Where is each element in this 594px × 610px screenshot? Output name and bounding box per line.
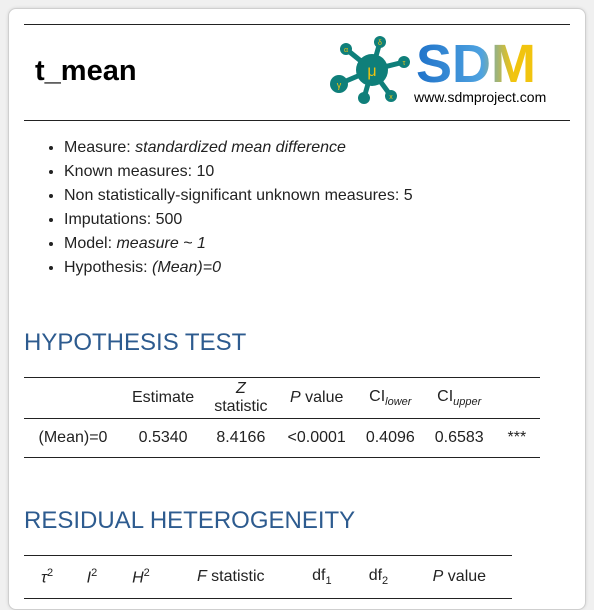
table-row: (Mean)=0 0.5340 8.4166 <0.0001 0.4096 0.… bbox=[24, 419, 540, 458]
top-rule bbox=[24, 24, 570, 25]
col-df2: df2 bbox=[350, 556, 407, 599]
list-item: Model: measure ~ 1 bbox=[64, 232, 413, 256]
hypothesis-test-heading: HYPOTHESIS TEST bbox=[24, 329, 246, 357]
hypothesis-value: (Mean)=0 bbox=[152, 259, 221, 276]
residual-heterogeneity-table: τ2 I2 H2 F statistic df1 df2 P value bbox=[24, 555, 512, 599]
col-h2: H2 bbox=[114, 556, 168, 599]
cell-p: <0.0001 bbox=[278, 419, 356, 458]
col-df1: df1 bbox=[294, 556, 351, 599]
logo-node-label: μ bbox=[367, 63, 376, 80]
cell-ci-upper: 0.6583 bbox=[425, 419, 494, 458]
col-tau2: τ2 bbox=[24, 556, 70, 599]
unknown-value: 5 bbox=[404, 187, 413, 204]
row-label: (Mean)=0 bbox=[24, 419, 122, 458]
logo-node-label: x bbox=[389, 94, 393, 101]
list-item: Hypothesis: (Mean)=0 bbox=[64, 256, 413, 280]
col-i2: I2 bbox=[70, 556, 114, 599]
list-item: Measure: standardized mean difference bbox=[64, 136, 413, 160]
list-item: Imputations: 500 bbox=[64, 208, 413, 232]
logo-node-label: γ bbox=[337, 80, 342, 90]
cell-estimate: 0.5340 bbox=[122, 419, 204, 458]
list-item: Non statistically-significant unknown me… bbox=[64, 184, 413, 208]
col-ci-lower: CIlower bbox=[356, 378, 425, 419]
hypothesis-test-table: Estimate Z statistic P value CIlower CIu… bbox=[24, 377, 540, 458]
logo-node-label: α bbox=[344, 47, 348, 54]
col-z-statistic: Z statistic bbox=[204, 378, 277, 419]
cell-z: 8.4166 bbox=[204, 419, 277, 458]
page-title: t_mean bbox=[35, 51, 137, 91]
col-estimate: Estimate bbox=[122, 378, 204, 419]
list-item: Known measures: 10 bbox=[64, 160, 413, 184]
col-p-value: P value bbox=[407, 556, 512, 599]
table-header-row: Estimate Z statistic P value CIlower CIu… bbox=[24, 378, 540, 419]
known-value: 10 bbox=[197, 163, 215, 180]
info-list: Measure: standardized mean difference Kn… bbox=[24, 136, 413, 280]
model-value: measure ~ 1 bbox=[116, 235, 205, 252]
col-ci-upper: CIupper bbox=[425, 378, 494, 419]
logo-node-label: δ bbox=[378, 40, 382, 47]
logo-url: www.sdmproject.com bbox=[414, 89, 546, 105]
measure-value: standardized mean difference bbox=[135, 139, 346, 156]
col-p-value: P value bbox=[278, 378, 356, 419]
logo-text: SDM bbox=[416, 36, 536, 90]
residual-heterogeneity-heading: RESIDUAL HETEROGENEITY bbox=[24, 507, 355, 535]
cell-ci-lower: 0.4096 bbox=[356, 419, 425, 458]
table-header-row: τ2 I2 H2 F statistic df1 df2 P value bbox=[24, 556, 512, 599]
significance-stars: *** bbox=[494, 419, 540, 458]
logo-node-label: τ bbox=[403, 60, 406, 67]
imputations-value: 500 bbox=[156, 211, 183, 228]
col-f-statistic: F statistic bbox=[168, 556, 294, 599]
header-rule bbox=[24, 120, 570, 121]
